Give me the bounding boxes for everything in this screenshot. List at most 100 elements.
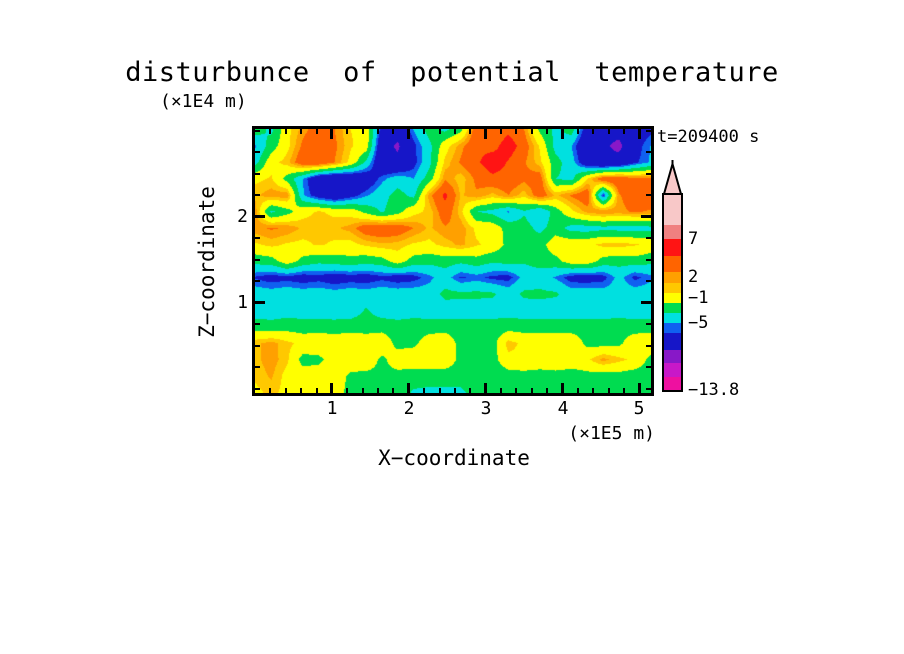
x-minor-tick	[592, 388, 594, 393]
x-minor-tick	[423, 129, 425, 134]
x-minor-tick	[454, 129, 456, 134]
x-minor-tick	[577, 129, 579, 134]
x-major-tick	[561, 129, 564, 139]
x-axis-title: X−coordinate	[378, 446, 530, 470]
colorbar-segment	[664, 272, 681, 283]
z-minor-tick	[646, 173, 651, 175]
z-minor-tick	[255, 130, 260, 132]
z-axis-unit-label: (×1E4 m)	[160, 91, 247, 112]
x-tick-label: 4	[557, 398, 569, 419]
z-minor-tick	[646, 388, 651, 390]
x-minor-tick	[377, 388, 379, 393]
colorbar	[662, 193, 683, 392]
x-minor-tick	[531, 388, 533, 393]
colorbar-segment	[664, 225, 681, 239]
x-minor-tick	[469, 129, 471, 134]
z-minor-tick	[255, 345, 260, 347]
colorbar-segment	[664, 363, 681, 377]
x-minor-tick	[592, 129, 594, 134]
z-minor-tick	[646, 366, 651, 368]
x-minor-tick	[531, 129, 533, 134]
x-minor-tick	[269, 388, 271, 393]
x-minor-tick	[546, 129, 548, 134]
x-tick-label: 1	[326, 398, 338, 419]
x-minor-tick	[515, 129, 517, 134]
colorbar-segment	[664, 256, 681, 272]
x-minor-tick	[469, 388, 471, 393]
z-major-tick	[641, 301, 651, 304]
z-minor-tick	[646, 130, 651, 132]
x-minor-tick	[316, 388, 318, 393]
chart-title: disturbunce of potential temperature	[125, 57, 779, 88]
x-minor-tick	[300, 129, 302, 134]
colorbar-segment	[664, 323, 681, 333]
x-minor-tick	[362, 388, 364, 393]
z-minor-tick	[255, 280, 260, 282]
z-major-tick	[641, 215, 651, 218]
z-minor-tick	[646, 323, 651, 325]
z-minor-tick	[646, 345, 651, 347]
colorbar-segment	[664, 293, 681, 303]
x-minor-tick	[300, 388, 302, 393]
colorbar-arrow-icon	[662, 160, 683, 195]
plot-area	[252, 126, 654, 396]
z-minor-tick	[255, 194, 260, 196]
z-minor-tick	[646, 151, 651, 153]
x-minor-tick	[346, 388, 348, 393]
x-minor-tick	[377, 129, 379, 134]
colorbar-segment	[664, 350, 681, 363]
colorbar-segment	[664, 283, 681, 293]
colorbar-segment	[664, 333, 681, 350]
x-tick-label: 3	[480, 398, 492, 419]
colorbar-segment	[664, 313, 681, 323]
x-minor-tick	[362, 129, 364, 134]
colorbar-segment	[664, 239, 681, 256]
x-minor-tick	[500, 388, 502, 393]
x-major-tick	[638, 129, 641, 139]
x-minor-tick	[608, 388, 610, 393]
time-label: t=209400 s	[657, 127, 760, 147]
x-minor-tick	[577, 388, 579, 393]
colorbar-segment	[664, 195, 681, 225]
x-minor-tick	[546, 388, 548, 393]
x-minor-tick	[454, 388, 456, 393]
x-minor-tick	[500, 129, 502, 134]
x-minor-tick	[392, 129, 394, 134]
x-major-tick	[330, 383, 333, 393]
x-major-tick	[330, 129, 333, 139]
x-major-tick	[484, 383, 487, 393]
colorbar-tick-label: 7	[688, 229, 699, 249]
x-minor-tick	[439, 388, 441, 393]
z-minor-tick	[646, 280, 651, 282]
x-minor-tick	[423, 388, 425, 393]
x-tick-label: 5	[633, 398, 645, 419]
z-minor-tick	[255, 173, 260, 175]
x-axis-unit-label: (×1E5 m)	[568, 423, 655, 444]
z-axis-title: Z−coordinate	[195, 186, 219, 338]
z-minor-tick	[255, 323, 260, 325]
contour-field-canvas	[255, 129, 651, 393]
x-major-tick	[407, 383, 410, 393]
colorbar-segment	[664, 303, 681, 313]
x-minor-tick	[439, 129, 441, 134]
x-minor-tick	[608, 129, 610, 134]
z-minor-tick	[255, 366, 260, 368]
x-minor-tick	[285, 388, 287, 393]
x-minor-tick	[392, 388, 394, 393]
x-major-tick	[638, 383, 641, 393]
x-minor-tick	[346, 129, 348, 134]
z-minor-tick	[255, 151, 260, 153]
z-major-tick	[255, 301, 265, 304]
z-tick-label: 2	[237, 206, 248, 227]
x-minor-tick	[623, 388, 625, 393]
colorbar-tick-label: −1	[688, 288, 709, 308]
z-minor-tick	[646, 237, 651, 239]
x-tick-label: 2	[403, 398, 415, 419]
x-minor-tick	[316, 129, 318, 134]
z-minor-tick	[646, 194, 651, 196]
z-minor-tick	[255, 259, 260, 261]
x-major-tick	[484, 129, 487, 139]
x-minor-tick	[269, 129, 271, 134]
z-tick-label: 1	[237, 292, 248, 313]
